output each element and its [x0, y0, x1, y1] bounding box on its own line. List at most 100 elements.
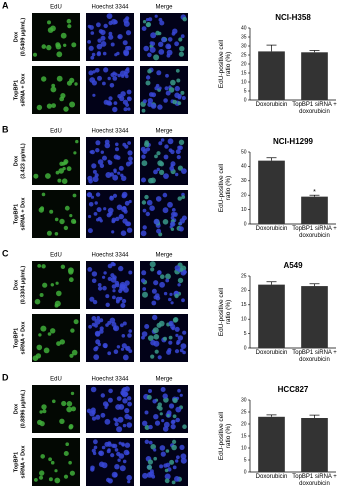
- nucleus: [121, 443, 125, 447]
- chart-title: NCI-H1299: [273, 137, 314, 146]
- nucleus: [91, 448, 96, 453]
- y-tick-label: 20: [241, 288, 247, 294]
- nucleus: [57, 178, 62, 183]
- nucleus: [144, 439, 149, 444]
- nucleus: [175, 172, 179, 177]
- nucleus: [146, 394, 152, 400]
- nucleus: [171, 208, 176, 212]
- nucleus: [129, 160, 133, 165]
- nucleus: [146, 472, 153, 478]
- nucleus: [173, 317, 179, 323]
- micrograph: [140, 438, 188, 486]
- y-axis-label: EdU-positive cell ratio (%): [218, 39, 233, 89]
- nucleus: [41, 264, 46, 269]
- nucleus: [113, 101, 118, 105]
- nucleus: [92, 93, 96, 97]
- image-column-header: Merge: [155, 5, 173, 11]
- nucleus: [116, 51, 120, 56]
- nucleus: [168, 335, 173, 340]
- nucleus: [117, 171, 121, 175]
- nucleus: [171, 480, 176, 485]
- nucleus: [109, 172, 115, 177]
- nucleus: [111, 230, 115, 234]
- nucleus: [112, 174, 119, 181]
- nucleus: [178, 226, 184, 232]
- bar: [258, 160, 285, 224]
- nucleus: [142, 20, 147, 24]
- nucleus: [141, 270, 147, 276]
- nucleus: [111, 443, 116, 448]
- nucleus: [96, 316, 101, 320]
- nucleus: [115, 147, 119, 152]
- nucleus: [153, 414, 159, 420]
- nucleus: [175, 68, 180, 73]
- nucleus: [181, 168, 187, 175]
- nucleus: [116, 155, 121, 160]
- nucleus: [168, 87, 175, 93]
- nucleus: [107, 320, 112, 325]
- nucleus: [174, 41, 180, 47]
- y-tick-label: 40: [241, 25, 247, 31]
- bar: [258, 51, 285, 100]
- nucleus: [174, 85, 180, 92]
- nucleus: [39, 410, 43, 414]
- nucleus: [98, 461, 105, 468]
- nucleus: [71, 349, 78, 356]
- nucleus: [59, 161, 64, 166]
- nucleus: [121, 298, 127, 304]
- nucleus: [95, 339, 101, 345]
- micrograph: [32, 314, 80, 362]
- nucleus: [124, 74, 129, 79]
- nucleus: [180, 457, 187, 464]
- nucleus: [169, 166, 175, 171]
- nucleus: [95, 192, 101, 197]
- nucleus: [75, 139, 79, 144]
- chart-title: A549: [283, 261, 303, 270]
- bar: [258, 284, 285, 348]
- nucleus: [100, 412, 106, 418]
- nucleus: [164, 468, 169, 473]
- nucleus: [128, 199, 132, 204]
- nucleus: [41, 404, 47, 410]
- nucleus: [126, 227, 133, 233]
- nucleus: [60, 32, 67, 39]
- nucleus: [97, 38, 102, 43]
- nucleus: [117, 35, 121, 39]
- nucleus: [123, 209, 128, 214]
- nucleus: [118, 265, 124, 272]
- nucleus: [72, 220, 77, 224]
- nucleus: [34, 478, 38, 482]
- nucleus: [171, 326, 175, 331]
- nucleus: [163, 173, 169, 180]
- nucleus: [69, 214, 73, 218]
- nucleus: [87, 267, 93, 272]
- nucleus: [102, 275, 106, 279]
- nucleus: [181, 298, 185, 303]
- nucleus: [99, 329, 104, 334]
- nucleus: [39, 470, 45, 476]
- nucleus: [165, 449, 170, 453]
- nucleus: [168, 340, 173, 345]
- nucleus: [100, 35, 106, 41]
- y-tick-label: 5: [244, 457, 247, 463]
- nucleus: [39, 293, 44, 297]
- nucleus: [178, 51, 184, 57]
- nucleus: [70, 391, 75, 396]
- nucleus: [87, 192, 93, 198]
- nucleus: [161, 419, 165, 423]
- nucleus: [126, 96, 132, 102]
- nucleus: [122, 398, 128, 404]
- bar: [301, 286, 328, 348]
- nucleus: [150, 444, 156, 450]
- nucleus: [176, 455, 180, 460]
- nucleus: [43, 347, 50, 354]
- nucleus: [150, 32, 157, 39]
- nucleus: [46, 103, 53, 109]
- nucleus: [70, 328, 75, 333]
- nucleus: [97, 159, 104, 165]
- nucleus: [108, 31, 113, 36]
- nucleus: [91, 271, 98, 277]
- nucleus: [160, 138, 165, 142]
- nucleus: [51, 83, 56, 88]
- nucleus: [96, 207, 102, 213]
